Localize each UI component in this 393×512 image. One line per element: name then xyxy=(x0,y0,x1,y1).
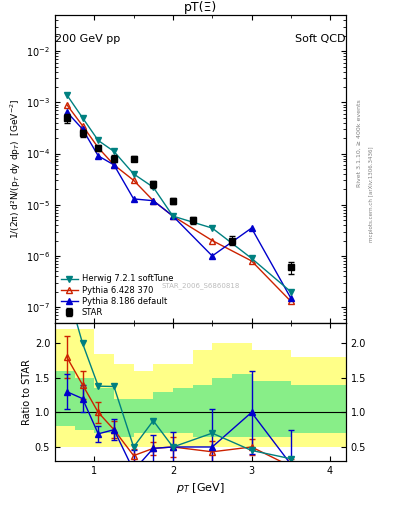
Text: STAR_2006_S6860818: STAR_2006_S6860818 xyxy=(161,282,240,289)
Herwig 7.2.1 softTune xyxy=(249,255,254,261)
Herwig 7.2.1 softTune xyxy=(171,213,175,219)
Pythia 8.186 default xyxy=(249,225,254,231)
Herwig 7.2.1 softTune xyxy=(131,171,136,177)
Herwig 7.2.1 softTune xyxy=(80,115,85,121)
Line: Pythia 6.428 370: Pythia 6.428 370 xyxy=(64,101,294,305)
Text: Rivet 3.1.10, ≥ 400k events: Rivet 3.1.10, ≥ 400k events xyxy=(357,99,362,187)
Pythia 8.186 default xyxy=(210,253,215,259)
Pythia 6.428 370 xyxy=(249,258,254,264)
Herwig 7.2.1 softTune xyxy=(112,148,116,155)
Pythia 6.428 370 xyxy=(171,213,175,219)
Herwig 7.2.1 softTune xyxy=(210,225,215,231)
Pythia 6.428 370 xyxy=(80,122,85,129)
Pythia 6.428 370 xyxy=(112,162,116,168)
Herwig 7.2.1 softTune xyxy=(64,92,69,98)
Pythia 6.428 370 xyxy=(131,177,136,183)
Y-axis label: Ratio to STAR: Ratio to STAR xyxy=(22,359,32,424)
Text: Soft QCD: Soft QCD xyxy=(296,33,346,44)
Pythia 8.186 default xyxy=(151,198,156,204)
Pythia 6.428 370 xyxy=(288,298,293,305)
Pythia 8.186 default xyxy=(171,213,175,219)
Pythia 6.428 370 xyxy=(210,238,215,244)
Pythia 8.186 default xyxy=(96,153,101,159)
Title: pT(Ξ): pT(Ξ) xyxy=(184,1,217,14)
Line: Herwig 7.2.1 softTune: Herwig 7.2.1 softTune xyxy=(64,92,294,295)
Text: mcplots.cern.ch [arXiv:1306.3436]: mcplots.cern.ch [arXiv:1306.3436] xyxy=(369,147,374,242)
Text: 200 GeV pp: 200 GeV pp xyxy=(55,33,120,44)
Pythia 8.186 default xyxy=(80,126,85,132)
Herwig 7.2.1 softTune xyxy=(151,184,156,190)
Pythia 6.428 370 xyxy=(64,101,69,108)
Line: Pythia 8.186 default: Pythia 8.186 default xyxy=(64,109,294,301)
Legend: Herwig 7.2.1 softTune, Pythia 6.428 370, Pythia 8.186 default, STAR: Herwig 7.2.1 softTune, Pythia 6.428 370,… xyxy=(59,273,175,318)
X-axis label: $p_T$ [GeV]: $p_T$ [GeV] xyxy=(176,481,225,495)
Pythia 8.186 default xyxy=(64,109,69,115)
Pythia 8.186 default xyxy=(131,196,136,202)
Pythia 6.428 370 xyxy=(151,198,156,204)
Y-axis label: 1/(2π) d²N/(p$_T$ dy dp$_T$)  [GeV$^{-2}$]: 1/(2π) d²N/(p$_T$ dy dp$_T$) [GeV$^{-2}$… xyxy=(9,99,23,239)
Pythia 6.428 370 xyxy=(96,145,101,151)
Pythia 8.186 default xyxy=(288,295,293,301)
Herwig 7.2.1 softTune xyxy=(96,137,101,143)
Herwig 7.2.1 softTune xyxy=(288,289,293,295)
Pythia 8.186 default xyxy=(112,162,116,168)
